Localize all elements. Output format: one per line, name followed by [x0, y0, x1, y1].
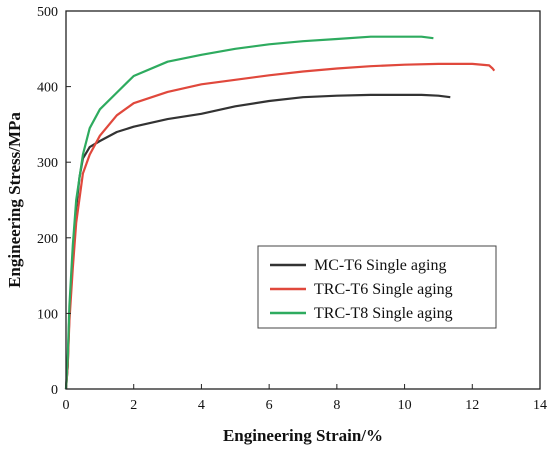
y-tick-label: 400 — [37, 81, 58, 96]
y-tick-label: 0 — [51, 383, 58, 398]
plot-frame — [65, 10, 541, 390]
x-axis-ticks: 0 2 4 6 8 10 12 14 — [63, 384, 547, 413]
x-axis-title: Engineering Strain/% — [223, 426, 383, 445]
x-tick-label: 2 — [130, 398, 137, 413]
legend-label-2: TRC-T6 Single aging — [314, 281, 453, 298]
x-tick-label: 10 — [398, 398, 412, 413]
legend-box — [257, 245, 497, 329]
legend: MC-T6 Single aging TRC-T6 Single aging TRC… — [257, 245, 497, 329]
x-tick-label: 4 — [198, 398, 205, 413]
y-tick-label: 200 — [37, 232, 58, 247]
x-tick-label: 14 — [533, 398, 547, 413]
y-tick-label: 500 — [37, 5, 58, 20]
series-line-3 — [64, 35, 434, 390]
y-axis-title: Engineering Stress/MPa — [5, 112, 24, 288]
y-tick-label: 300 — [37, 156, 58, 171]
legend-label-3: TRC-T8 Single aging — [314, 305, 453, 322]
y-axis-ticks: 0 100 200 300 400 500 — [37, 5, 71, 398]
legend-label-1: MC-T6 Single aging — [314, 257, 446, 274]
x-tick-label: 6 — [266, 398, 273, 413]
y-tick-label: 100 — [37, 307, 58, 322]
x-tick-label: 12 — [465, 398, 479, 413]
series-layer — [64, 35, 496, 390]
x-tick-label: 0 — [63, 398, 70, 413]
series-line-2 — [64, 62, 496, 390]
x-tick-label: 8 — [333, 398, 340, 413]
